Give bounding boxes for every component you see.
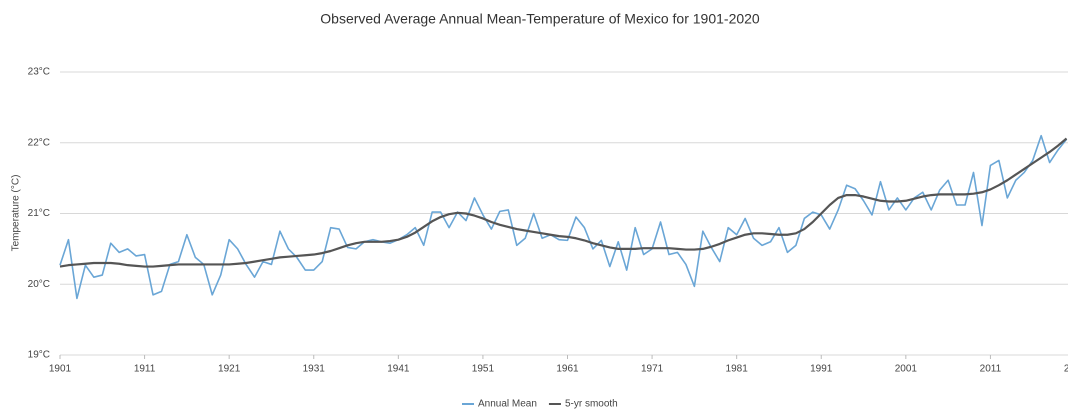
x-tick-label: 2021 xyxy=(1064,364,1068,375)
y-tick-label: 19°C xyxy=(28,350,50,361)
y-tick-label: 22°C xyxy=(28,137,50,148)
y-tick-label: 23°C xyxy=(28,67,50,78)
x-tick-label: 2011 xyxy=(980,364,1002,375)
x-tick-label: 1941 xyxy=(387,364,410,375)
series-line xyxy=(59,137,1068,268)
x-tick-label: 1961 xyxy=(556,364,579,375)
chart-title: Observed Average Annual Mean-Temperature… xyxy=(320,11,760,27)
x-tick-label: 1921 xyxy=(218,364,241,375)
x-tick-label: 1991 xyxy=(810,364,833,375)
x-tick-label: 1931 xyxy=(303,364,326,375)
y-tick-label: 20°C xyxy=(28,279,50,290)
x-tick-label: 1981 xyxy=(726,364,749,375)
legend-label: Annual Mean xyxy=(478,399,537,410)
x-tick-label: 1911 xyxy=(134,364,156,375)
series-line xyxy=(59,134,1068,300)
x-tick-label: 1951 xyxy=(472,364,495,375)
y-axis-label: Temperature (°C) xyxy=(11,175,22,252)
legend-label: 5-yr smooth xyxy=(565,399,618,410)
x-tick-label: 1971 xyxy=(641,364,664,375)
x-tick-label: 1901 xyxy=(49,364,72,375)
x-tick-label: 2001 xyxy=(895,364,918,375)
y-tick-label: 21°C xyxy=(28,208,50,219)
